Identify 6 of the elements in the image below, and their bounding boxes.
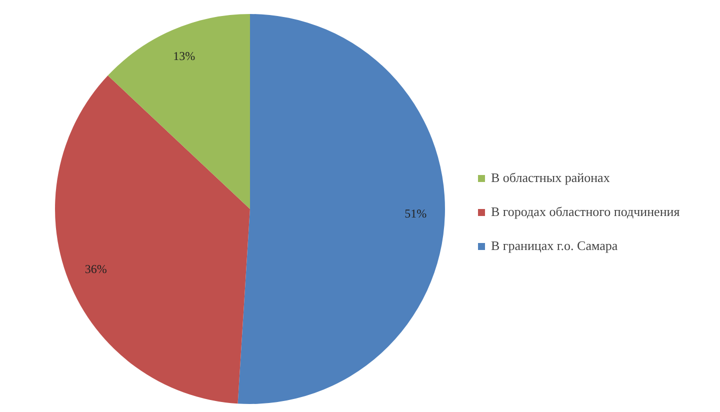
data-label: 13%	[173, 49, 196, 64]
legend-label: В границах г.о. Самара	[491, 238, 618, 254]
data-label: 51%	[404, 206, 427, 220]
legend-label: В городах областного подчинения	[491, 204, 680, 220]
data-label: 36%	[84, 262, 107, 276]
legend-label: В областных районах	[491, 170, 610, 186]
